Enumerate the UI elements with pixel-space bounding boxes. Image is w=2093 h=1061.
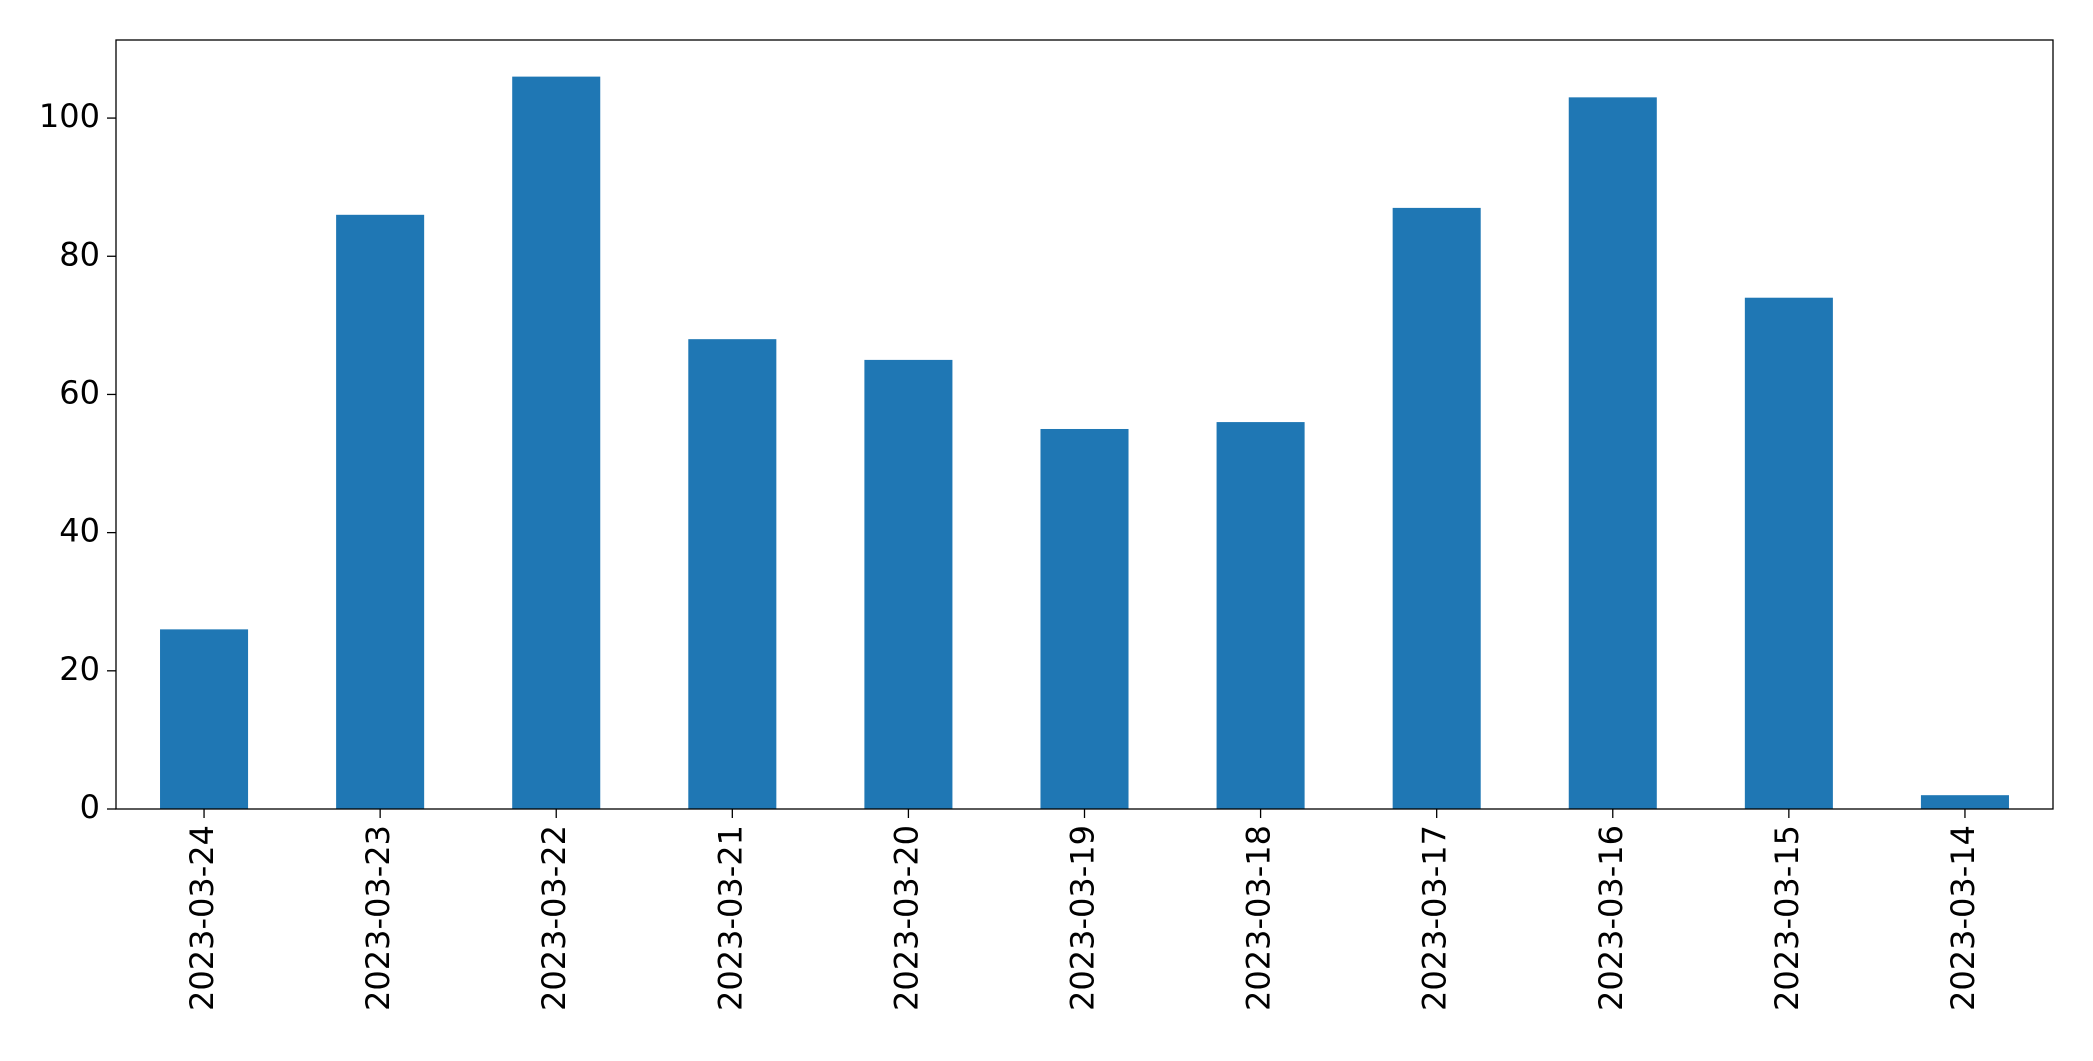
plot-frame xyxy=(115,39,2054,810)
y-tick-label: 60 xyxy=(59,373,100,411)
x-tick-label: 2023-03-24 xyxy=(183,825,221,1011)
x-tick-label: 2023-03-18 xyxy=(1240,825,1278,1011)
bar xyxy=(1568,97,1657,810)
x-tick-label: 2023-03-22 xyxy=(535,825,573,1011)
bar xyxy=(1392,207,1481,809)
x-tick-label: 2023-03-16 xyxy=(1592,825,1630,1011)
x-tick-label: 2023-03-21 xyxy=(711,825,749,1011)
y-tick-label: 80 xyxy=(59,235,100,273)
bar xyxy=(688,339,777,809)
bar xyxy=(1216,422,1305,809)
bar xyxy=(160,629,249,809)
bar xyxy=(512,76,601,810)
x-tick-label: 2023-03-14 xyxy=(1944,825,1982,1011)
y-tick-label: 20 xyxy=(59,650,100,688)
x-tick-label: 2023-03-19 xyxy=(1064,825,1102,1011)
x-tick-label: 2023-03-20 xyxy=(887,825,925,1011)
x-tick-label: 2023-03-23 xyxy=(359,825,397,1011)
bar xyxy=(1920,795,2009,809)
x-tick-label: 2023-03-15 xyxy=(1768,825,1806,1011)
bar xyxy=(336,214,425,809)
y-tick-label: 0 xyxy=(80,788,100,826)
bar xyxy=(1040,428,1129,809)
bar xyxy=(1744,297,1833,809)
y-tick-label: 100 xyxy=(39,97,100,135)
y-tick-label: 40 xyxy=(59,512,100,550)
bar xyxy=(864,359,953,809)
x-tick-label: 2023-03-17 xyxy=(1416,825,1454,1011)
